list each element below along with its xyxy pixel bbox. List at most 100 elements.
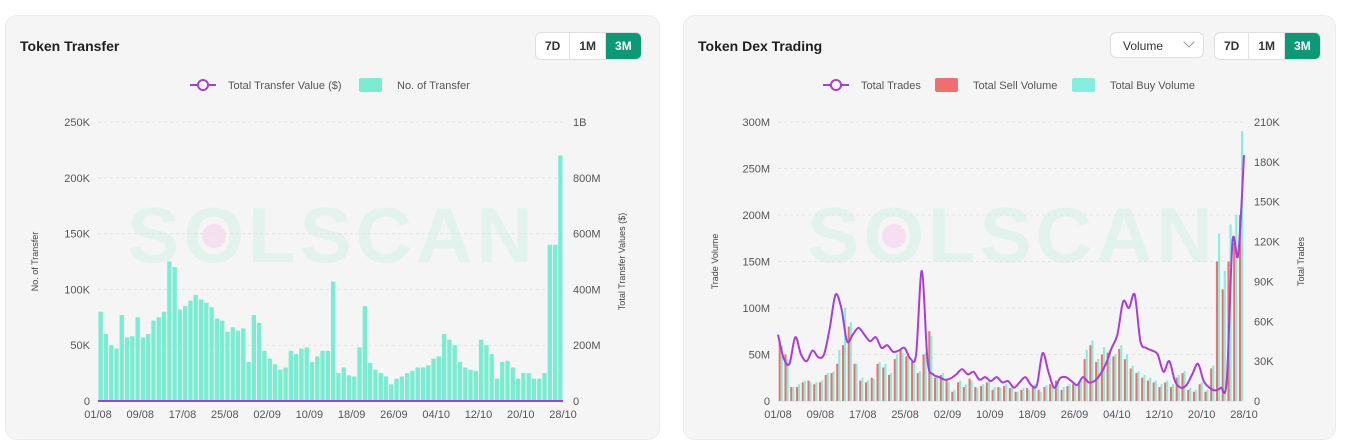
buy-volume-bar: [1171, 384, 1175, 401]
y-right-tick-label: 210K: [1254, 117, 1280, 129]
sell-volume-bar: [1169, 387, 1172, 401]
transfer-bar: [188, 300, 193, 401]
sell-volume-bar: [1037, 389, 1040, 401]
transfer-bar: [235, 330, 241, 401]
buy-volume-bar: [1206, 389, 1209, 401]
transfer-bar: [320, 350, 325, 401]
x-tick-label: 18/09: [1018, 409, 1046, 421]
transfer-bar: [431, 358, 436, 401]
buy-volume-bar: [867, 380, 870, 401]
x-tick-label: 12/10: [1146, 409, 1174, 421]
buy-volume-bar: [901, 352, 904, 401]
sell-volume-bar: [1072, 384, 1075, 401]
x-tick-label: 20/10: [507, 409, 535, 421]
x-tick-label: 10/09: [976, 409, 1004, 421]
transfer-bar: [373, 369, 378, 401]
transfer-bar: [214, 318, 220, 401]
buy-volume-bar: [890, 373, 893, 401]
sell-volume-bar: [928, 331, 931, 401]
transfer-bar: [283, 367, 288, 401]
transfer-bar: [489, 354, 494, 401]
y-right-tick-label: 0: [1254, 396, 1260, 408]
y-right-axis-title: Total Trades: [1296, 236, 1306, 286]
buy-volume-bar: [895, 354, 898, 401]
transfer-bar: [246, 361, 251, 401]
transfer-bar: [146, 334, 151, 401]
buy-volume-bar: [1108, 349, 1111, 401]
range-3m-button[interactable]: 3M: [606, 33, 641, 59]
buy-volume-bar: [1074, 382, 1077, 401]
transfer-bar: [357, 347, 362, 401]
buy-volume-bar: [1102, 347, 1106, 401]
transfer-bar: [531, 378, 537, 401]
y-right-tick-label: 150K: [1254, 197, 1280, 209]
sell-volume-bar: [864, 382, 868, 401]
transfer-bar: [447, 339, 452, 401]
buy-volume-bar: [872, 378, 875, 401]
transfer-bar: [441, 334, 447, 401]
x-tick-label: 02/09: [934, 409, 962, 421]
sell-volume-bar: [1008, 387, 1011, 401]
transfer-bar: [510, 367, 515, 401]
y-tick-label: 150K: [64, 229, 90, 241]
x-tick-label: 28/10: [549, 409, 577, 421]
sell-volume-bar: [1054, 380, 1057, 401]
transfer-bar: [325, 350, 331, 401]
transfer-bar: [278, 369, 283, 401]
range-1m-button[interactable]: 1M: [570, 33, 607, 59]
sell-volume-bar: [1118, 348, 1121, 401]
range-7d-button[interactable]: 7D: [1215, 33, 1250, 59]
transfer-bar: [151, 320, 156, 401]
chart-1: SOLSCAN 0 50K 100K 150K 200K 250K 0 200M 400M 600M…: [30, 78, 627, 421]
transfer-bar: [167, 261, 172, 401]
buy-volume-bar: [1241, 131, 1244, 402]
buy-volume-bar: [809, 382, 812, 401]
legend-bar-swatch: [935, 78, 958, 92]
sell-volume-bar: [957, 382, 960, 401]
sell-volume-bar: [974, 387, 977, 401]
metric-select[interactable]: Volume: [1110, 32, 1204, 58]
transfer-bar: [378, 373, 383, 401]
buy-volume-bar: [1062, 387, 1065, 401]
sell-volume-bar: [1198, 384, 1201, 401]
transfer-bar: [415, 367, 420, 401]
buy-volume-bar: [1194, 389, 1198, 401]
transfer-bar: [309, 361, 315, 401]
range-3m-button[interactable]: 3M: [1285, 33, 1320, 59]
sell-volume-bar: [1031, 386, 1034, 401]
transfer-bar: [98, 311, 103, 401]
y-right-tick-label: 90K: [1254, 276, 1274, 288]
x-tick-label: 17/08: [849, 409, 877, 421]
buy-volume-bar: [1235, 215, 1238, 401]
buy-volume-bar: [964, 384, 967, 401]
y-tick-label: 250M: [742, 164, 770, 176]
transfer-bar: [383, 376, 389, 401]
buy-volume-bar: [982, 384, 985, 401]
x-tick-label: 26/09: [380, 409, 408, 421]
transfer-bar: [209, 307, 214, 401]
buy-volume-bar: [907, 354, 910, 401]
buy-volume-bar: [1079, 380, 1082, 401]
range-7d-button[interactable]: 7D: [536, 33, 571, 59]
buy-volume-bar: [947, 382, 950, 401]
y-tick-label: 200K: [64, 173, 90, 185]
x-tick-label: 01/08: [84, 409, 112, 421]
transfer-bar: [558, 155, 563, 401]
y-right-tick-label: 0: [573, 396, 579, 408]
sell-volume-bar: [980, 386, 983, 401]
legend-label: Total Trades: [861, 80, 921, 92]
buy-volume-bar: [936, 374, 939, 401]
transfer-bar: [468, 369, 473, 401]
transfer-bar: [256, 322, 262, 401]
sell-volume-bar: [784, 354, 787, 401]
sell-volume-bar: [997, 387, 1000, 401]
buy-volume-bar: [878, 361, 881, 401]
sell-volume-bar: [882, 367, 885, 401]
range-1m-button[interactable]: 1M: [1249, 33, 1286, 59]
buy-volume-bar: [913, 363, 916, 401]
sell-volume-bar: [1129, 368, 1132, 401]
transfer-bar: [267, 358, 272, 401]
transfer-bar: [130, 336, 135, 401]
card-title: Token Transfer: [20, 38, 120, 54]
watermark-text: SOLSCAN: [807, 191, 1216, 279]
